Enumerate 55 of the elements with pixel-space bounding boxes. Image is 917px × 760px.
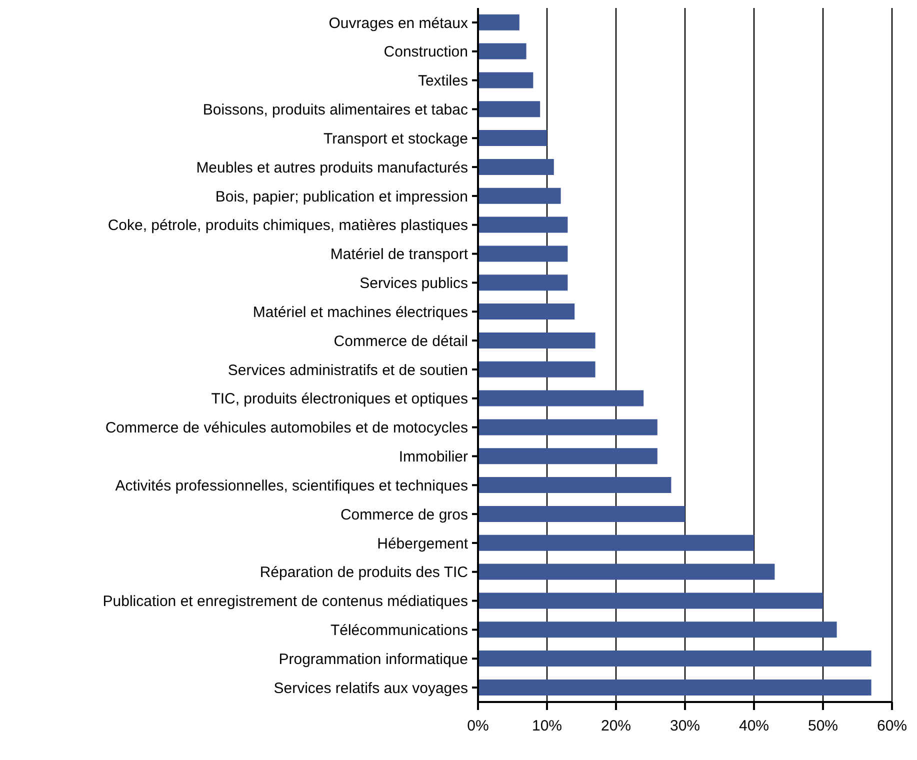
bar xyxy=(478,390,644,406)
bar xyxy=(478,477,672,494)
y-tick-label: Ouvrages en métaux xyxy=(328,14,468,32)
y-tick-label: Services relatifs aux voyages xyxy=(274,680,468,697)
bar xyxy=(478,622,837,638)
y-tick-label: Réparation de produits des TIC xyxy=(260,564,468,582)
y-tick-label: Commerce de gros xyxy=(340,506,468,524)
bar xyxy=(478,130,547,146)
x-tick-label: 30% xyxy=(670,718,700,735)
bar xyxy=(478,158,554,175)
y-tick-label: Hébergement xyxy=(377,535,469,552)
y-tick-label: Construction xyxy=(384,44,468,61)
y-tick-label: Boissons, produits alimentaires et tabac xyxy=(202,102,468,119)
y-tick-label: TIC, produits électroniques et optiques xyxy=(211,390,468,408)
x-tick-label: 20% xyxy=(600,718,632,735)
bar xyxy=(478,448,658,464)
bar xyxy=(478,534,754,551)
y-tick-label: Matériel et machines électriques xyxy=(252,304,468,321)
bar xyxy=(478,216,568,233)
y-tick-label: Services administratifs et de soutien xyxy=(228,362,468,379)
y-tick-label: Services publics xyxy=(360,275,468,292)
bar xyxy=(478,188,561,204)
bar xyxy=(478,43,526,60)
y-tick-label: Transport et stockage xyxy=(323,130,468,148)
y-tick-label: Matériel de transport xyxy=(330,246,469,264)
bar xyxy=(478,592,823,609)
bar xyxy=(478,246,568,262)
y-tick-label: Commerce de détail xyxy=(334,332,468,350)
bar xyxy=(478,419,658,436)
x-tick-label: 60% xyxy=(876,718,908,735)
bar xyxy=(478,679,872,696)
bar xyxy=(478,650,872,667)
y-tick-label: Télécommunications xyxy=(330,622,468,640)
y-tick-label: Commerce de véhicules automobiles et de motocycles xyxy=(105,420,468,437)
x-tick-label: 10% xyxy=(532,718,562,735)
y-tick-label: Immobilier xyxy=(398,448,468,466)
bar xyxy=(478,101,540,118)
y-tick-label: Coke, pétrole, produits chimiques, matières plastiques xyxy=(108,217,468,234)
x-tick-label: 40% xyxy=(738,718,770,735)
bar xyxy=(478,361,596,378)
bar xyxy=(478,72,534,88)
y-tick-label: Bois, papier; publication et impression xyxy=(215,188,468,206)
bar xyxy=(478,304,575,320)
y-tick-label: Programmation informatique xyxy=(278,650,468,668)
x-tick-label: 50% xyxy=(808,718,838,735)
bar xyxy=(478,332,596,348)
y-tick-label: Meubles et autres produits manufacturés xyxy=(196,159,468,176)
y-tick-label: Activités professionnelles, scientifiques et techniques xyxy=(115,477,468,494)
y-tick-label: Publication et enregistrement de contenus médiatiques xyxy=(102,593,468,610)
x-tick-label: 0% xyxy=(467,718,489,735)
bar xyxy=(478,14,520,30)
y-tick-label: Textiles xyxy=(418,72,468,90)
bar xyxy=(478,274,568,291)
bar xyxy=(478,564,775,580)
bar xyxy=(478,506,685,522)
